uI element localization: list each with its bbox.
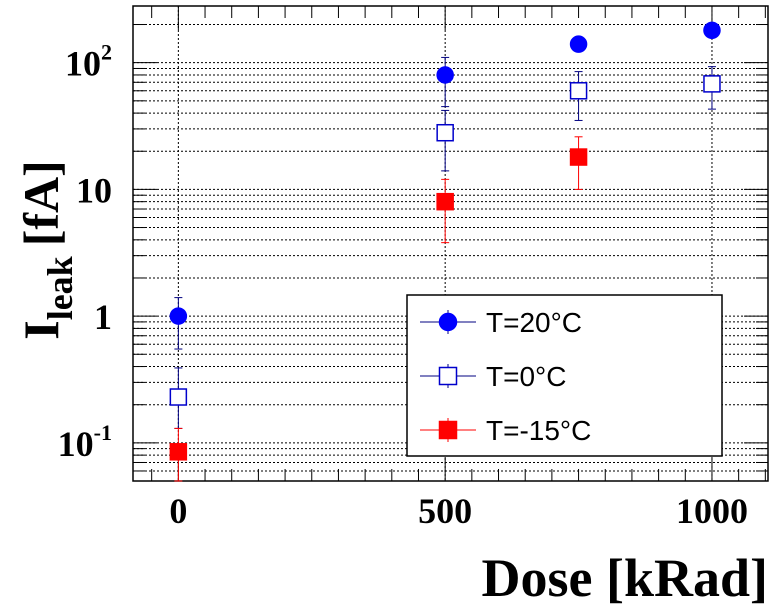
x-tick-label: 1000 [676, 491, 748, 531]
data-point [569, 148, 588, 166]
legend-label: T=20°C [486, 307, 582, 338]
y-tick-label: 10-1 [58, 420, 112, 464]
data-point [436, 66, 454, 84]
data-point [569, 35, 588, 53]
y-axis-title-main: I [13, 320, 69, 339]
data-point [569, 82, 588, 100]
data-point [703, 21, 721, 40]
legend-entry: T=0°C [420, 361, 566, 392]
legend: T=20°C T=0°C T=-15°C [406, 294, 723, 457]
y-tick-label: 10 [76, 170, 112, 210]
legend-entry: T=20°C [420, 307, 582, 338]
data-point [436, 192, 454, 211]
y-axis-title-unit: [fA] [13, 160, 69, 246]
x-axis-title: Dose [kRad] [481, 548, 768, 605]
x-tick-label: 500 [418, 491, 472, 531]
legend-label: T=0°C [486, 361, 566, 392]
data-point [169, 443, 188, 461]
series-T=0°C [169, 66, 721, 429]
y-tick-label-base: 10 [58, 424, 94, 464]
data-point [438, 366, 458, 386]
data-point [169, 388, 188, 406]
data-point [703, 75, 721, 93]
data-point [438, 312, 458, 332]
x-gridlines [177, 6, 713, 481]
x-tick-labels: 0 500 1000 [169, 491, 748, 531]
y-tick-label-exponent: -1 [94, 420, 112, 445]
plot-border [132, 5, 769, 482]
data-point [436, 123, 454, 142]
y-tick-label: 1 [94, 297, 112, 337]
series-T=20°C [169, 21, 721, 350]
y-axis-title-subscript: leak [40, 256, 80, 320]
series-T=-15°C [169, 136, 588, 482]
svg-text:Ileak[fA]: Ileak [fA] [13, 160, 80, 340]
y-tick-label: 102 [65, 40, 112, 84]
y-tick-label-base: 10 [76, 170, 112, 210]
data-point [169, 307, 188, 325]
y-tick-label-exponent: 2 [101, 40, 112, 65]
y-axis-title: Ileak [fA] [13, 160, 80, 340]
data-series [169, 21, 721, 482]
data-point [438, 420, 458, 440]
legend-label: T=-15°C [486, 415, 591, 446]
x-tick-label: 0 [169, 491, 187, 531]
y-tick-label-base: 10 [65, 44, 101, 84]
y-tick-label-base: 1 [94, 297, 112, 337]
legend-entry: T=-15°C [420, 415, 591, 446]
